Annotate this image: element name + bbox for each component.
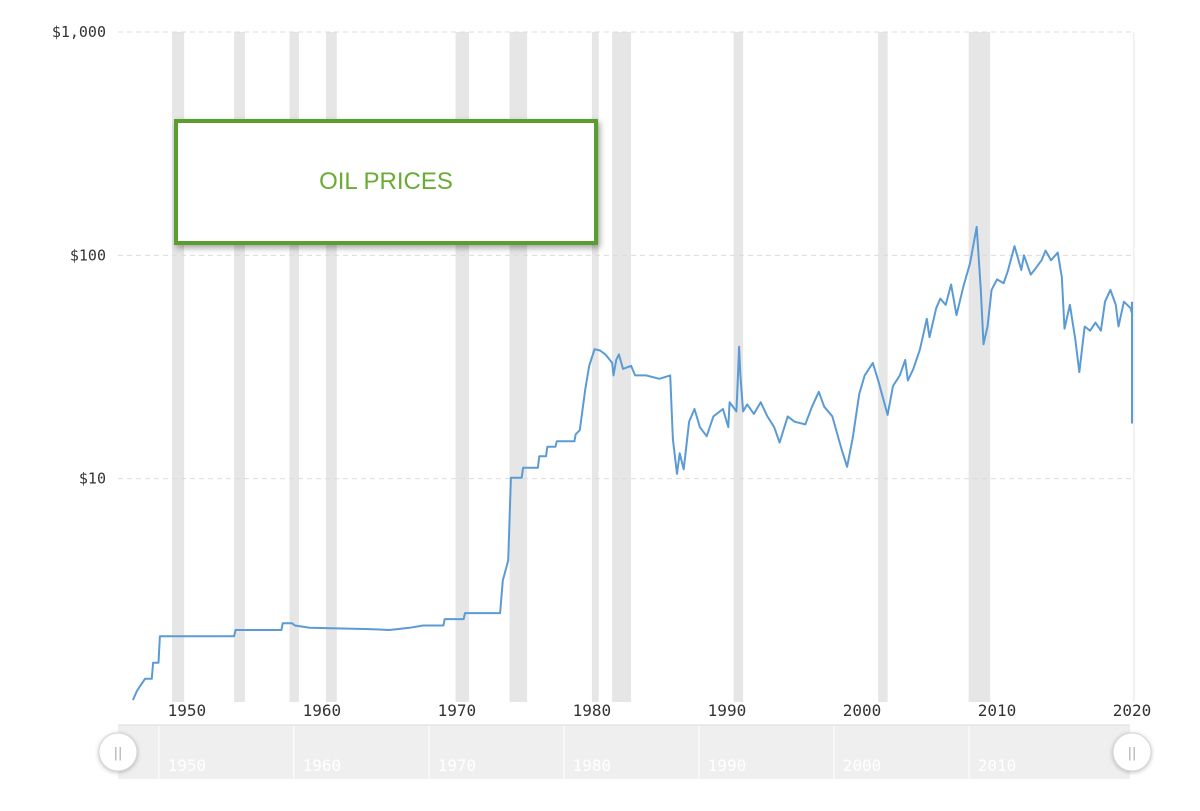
chart-title-box: OIL PRICES bbox=[174, 119, 598, 245]
navigator-label: 2000 bbox=[843, 756, 882, 775]
y-tick-label: $100 bbox=[70, 246, 106, 264]
recession-band bbox=[325, 32, 337, 702]
y-tick-label: $10 bbox=[79, 470, 106, 488]
recession-band bbox=[878, 32, 888, 702]
gridlines bbox=[118, 31, 1132, 480]
x-tick-label: 1990 bbox=[708, 701, 747, 720]
x-tick-label: 2010 bbox=[978, 701, 1017, 720]
navigator-label: 1980 bbox=[573, 756, 612, 775]
chart-title: OIL PRICES bbox=[319, 168, 453, 195]
recession-band bbox=[591, 32, 599, 702]
x-tick-label: 1950 bbox=[168, 701, 207, 720]
navigator-track[interactable] bbox=[118, 725, 1130, 779]
x-tick-label: 1970 bbox=[438, 701, 477, 720]
recession-band bbox=[1133, 32, 1135, 702]
navigator-label: 1990 bbox=[708, 756, 747, 775]
right-handle-grip: || bbox=[1128, 746, 1137, 761]
y-tick-label: $1,000 bbox=[52, 23, 106, 41]
navigator-labels: 1950 1960 1970 1980 1990 2000 2010 bbox=[158, 726, 1017, 779]
navigator-label: 1970 bbox=[438, 756, 477, 775]
series-layer bbox=[131, 225, 1133, 701]
navigator-label: 1950 bbox=[168, 756, 207, 775]
navigator-label: 1960 bbox=[303, 756, 342, 775]
x-tick-label: 2000 bbox=[843, 701, 882, 720]
recession-band bbox=[234, 32, 245, 702]
x-tick-label: 1980 bbox=[573, 701, 612, 720]
x-axis: 1950 1960 1970 1980 1990 2000 2010 2020 bbox=[168, 701, 1152, 720]
navigator-label: 2010 bbox=[978, 756, 1017, 775]
navigator-left-handle[interactable]: || bbox=[98, 732, 138, 772]
x-tick-label: 2020 bbox=[1113, 701, 1152, 720]
x-tick-label: 1960 bbox=[303, 701, 342, 720]
left-handle-grip: || bbox=[114, 746, 123, 761]
recession-band bbox=[289, 32, 299, 702]
y-axis: $1,000 $100 $10 bbox=[52, 23, 106, 488]
time-navigator: 1950 1960 1970 1980 1990 2000 2010 || || bbox=[98, 724, 1152, 779]
navigator-right-handle[interactable]: || bbox=[1112, 732, 1152, 772]
oil-price-line bbox=[131, 225, 1133, 701]
recession-band bbox=[968, 32, 991, 702]
